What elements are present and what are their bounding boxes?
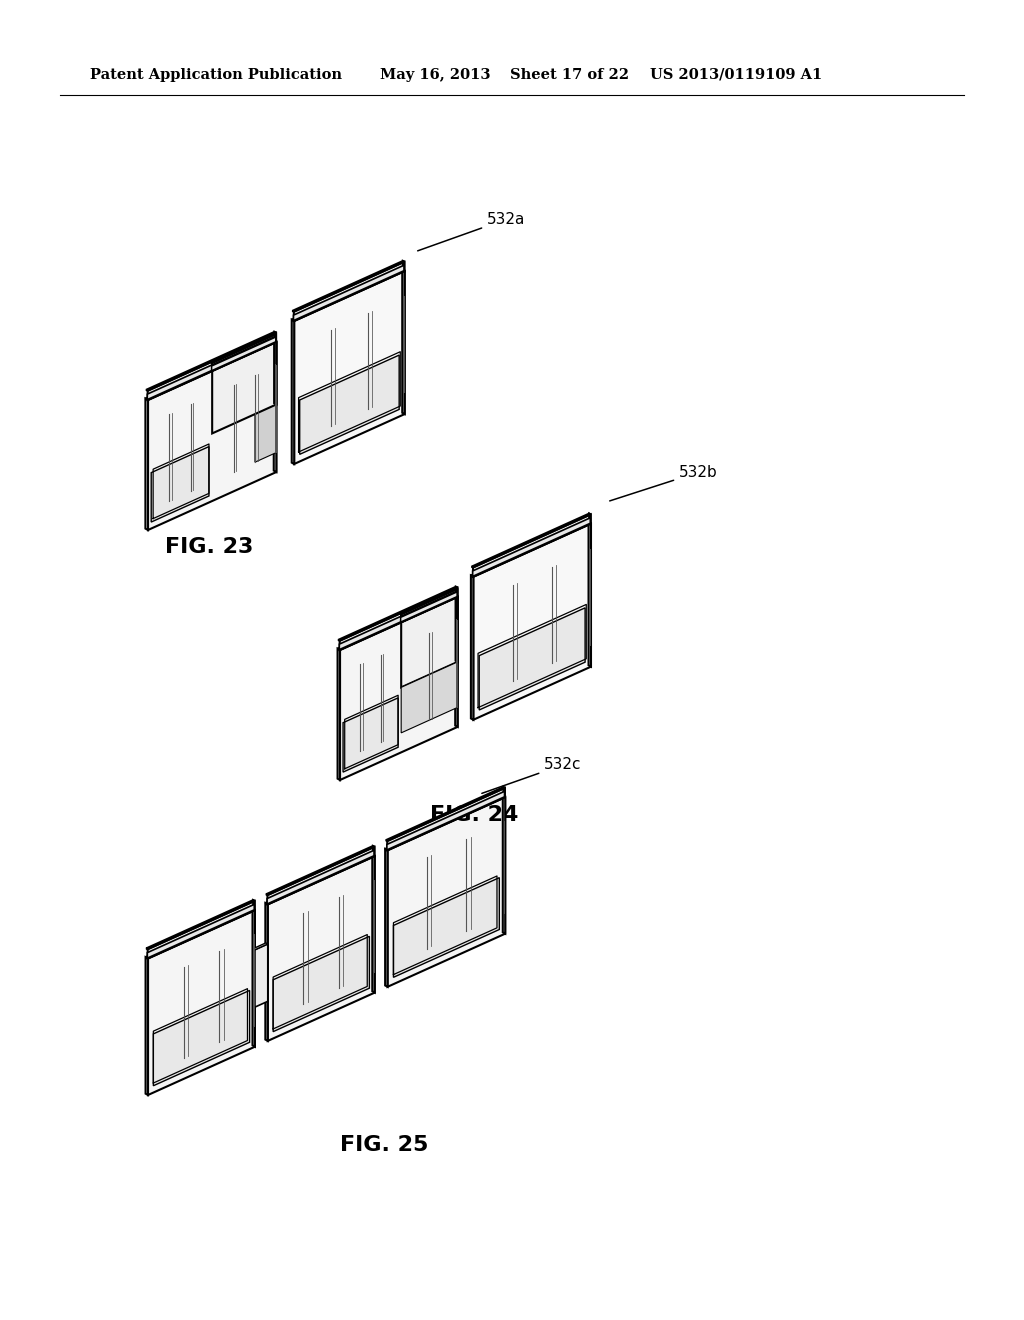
Polygon shape xyxy=(212,337,275,371)
Text: FIG. 25: FIG. 25 xyxy=(340,1135,428,1155)
Polygon shape xyxy=(456,595,458,661)
Text: May 16, 2013: May 16, 2013 xyxy=(380,69,490,82)
Polygon shape xyxy=(147,904,254,958)
Polygon shape xyxy=(253,909,255,1047)
Polygon shape xyxy=(393,878,500,977)
Polygon shape xyxy=(338,648,340,780)
Polygon shape xyxy=(386,787,505,841)
Polygon shape xyxy=(373,846,375,855)
Polygon shape xyxy=(401,589,458,622)
Polygon shape xyxy=(387,791,505,850)
Polygon shape xyxy=(274,341,276,404)
Polygon shape xyxy=(273,341,276,473)
Polygon shape xyxy=(401,661,458,733)
Polygon shape xyxy=(589,523,591,667)
Polygon shape xyxy=(338,595,458,649)
Polygon shape xyxy=(504,787,505,797)
Polygon shape xyxy=(471,523,591,577)
Polygon shape xyxy=(294,265,404,321)
Polygon shape xyxy=(255,944,268,1007)
Polygon shape xyxy=(385,796,505,850)
Polygon shape xyxy=(294,271,404,465)
Text: Patent Application Publication: Patent Application Publication xyxy=(90,69,342,82)
Polygon shape xyxy=(145,399,148,531)
Polygon shape xyxy=(265,855,375,904)
Polygon shape xyxy=(387,797,505,987)
Text: FIG. 24: FIG. 24 xyxy=(430,805,518,825)
Polygon shape xyxy=(300,355,399,454)
Polygon shape xyxy=(145,957,148,1096)
Text: FIG. 23: FIG. 23 xyxy=(165,537,253,557)
Polygon shape xyxy=(152,446,209,521)
Polygon shape xyxy=(148,342,276,531)
Polygon shape xyxy=(145,341,276,400)
Polygon shape xyxy=(267,847,375,904)
Polygon shape xyxy=(473,524,591,719)
Text: Sheet 17 of 22: Sheet 17 of 22 xyxy=(510,69,629,82)
Polygon shape xyxy=(267,850,374,904)
Polygon shape xyxy=(146,900,255,949)
Polygon shape xyxy=(387,788,505,850)
Polygon shape xyxy=(292,319,294,465)
Polygon shape xyxy=(148,911,255,1096)
Polygon shape xyxy=(385,849,387,987)
Polygon shape xyxy=(339,591,457,649)
Polygon shape xyxy=(340,597,458,780)
Text: 532a: 532a xyxy=(418,211,525,251)
Polygon shape xyxy=(402,269,404,414)
Polygon shape xyxy=(274,334,276,342)
Polygon shape xyxy=(401,597,458,688)
Polygon shape xyxy=(274,331,276,342)
Polygon shape xyxy=(589,513,591,524)
Text: US 2013/0119109 A1: US 2013/0119109 A1 xyxy=(650,69,822,82)
Text: 532b: 532b xyxy=(609,465,718,500)
Polygon shape xyxy=(265,903,268,1041)
Polygon shape xyxy=(340,587,458,649)
Polygon shape xyxy=(343,698,398,772)
Polygon shape xyxy=(211,334,276,363)
Polygon shape xyxy=(147,902,255,958)
Polygon shape xyxy=(292,269,404,321)
Polygon shape xyxy=(255,381,276,462)
Polygon shape xyxy=(373,855,375,993)
Polygon shape xyxy=(473,515,591,577)
Polygon shape xyxy=(479,607,585,710)
Polygon shape xyxy=(456,595,458,727)
Polygon shape xyxy=(266,846,375,895)
Polygon shape xyxy=(154,990,250,1086)
Polygon shape xyxy=(212,342,276,433)
Polygon shape xyxy=(399,595,458,622)
Polygon shape xyxy=(145,909,255,958)
Polygon shape xyxy=(273,936,370,1032)
Polygon shape xyxy=(400,591,457,622)
Polygon shape xyxy=(210,341,276,371)
Text: 532c: 532c xyxy=(482,758,582,793)
Polygon shape xyxy=(503,796,505,933)
Polygon shape xyxy=(293,261,404,312)
Polygon shape xyxy=(147,337,275,400)
Polygon shape xyxy=(294,261,404,321)
Polygon shape xyxy=(471,576,473,719)
Polygon shape xyxy=(399,589,458,614)
Polygon shape xyxy=(456,587,458,597)
Polygon shape xyxy=(253,900,255,909)
Polygon shape xyxy=(473,517,590,577)
Polygon shape xyxy=(456,589,458,597)
Polygon shape xyxy=(253,942,268,950)
Polygon shape xyxy=(146,331,276,391)
Polygon shape xyxy=(338,587,458,640)
Polygon shape xyxy=(268,857,375,1041)
Polygon shape xyxy=(402,261,404,271)
Polygon shape xyxy=(212,334,276,371)
Polygon shape xyxy=(471,513,591,568)
Polygon shape xyxy=(147,333,276,400)
